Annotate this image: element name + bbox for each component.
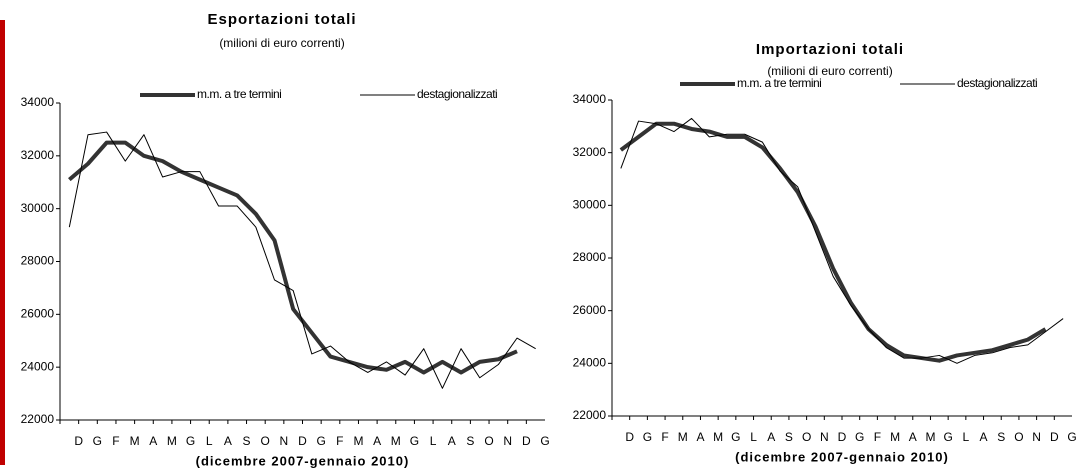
legend-label: destagionalizzati: [417, 87, 497, 101]
x-tick-label: M: [167, 434, 177, 448]
y-tick-label: 34000: [573, 92, 607, 106]
x-tick-label: L: [750, 430, 757, 444]
x-tick-label: A: [696, 430, 704, 444]
chart-subtitle: (milioni di euro correnti): [219, 36, 344, 50]
x-tick-label: G: [93, 434, 102, 448]
x-tick-label: G: [1067, 430, 1076, 444]
series-line: [619, 121, 1047, 363]
x-tick-label: D: [625, 430, 634, 444]
y-tick-label: 28000: [21, 254, 55, 268]
x-tick-label: G: [186, 434, 195, 448]
x-tick-label: O: [1014, 430, 1023, 444]
legend-label: destagionalizzati: [957, 76, 1037, 90]
x-tick-label: F: [336, 434, 343, 448]
x-tick-label: G: [410, 434, 419, 448]
x-tick-label: N: [503, 434, 512, 448]
chart-title: Esportazioni totali: [207, 11, 356, 28]
x-tick-label: O: [261, 434, 270, 448]
y-tick-label: 32000: [573, 145, 607, 159]
y-tick-label: 22000: [21, 412, 55, 426]
x-tick-label: S: [243, 434, 251, 448]
x-tick-label: G: [643, 430, 652, 444]
legend-label: m.m. a tre termini: [197, 87, 281, 101]
series-line: [68, 131, 536, 389]
x-tick-label: D: [522, 434, 531, 448]
x-tick-label: G: [855, 430, 864, 444]
x-tick-label: A: [767, 430, 775, 444]
chart-subtitle: (milioni di euro correnti): [767, 64, 892, 78]
x-tick-label: A: [149, 434, 157, 448]
x-tick-label: A: [373, 434, 381, 448]
x-tick-label: A: [909, 430, 917, 444]
side-bar: [0, 20, 5, 465]
y-tick-label: 24000: [21, 359, 55, 373]
x-tick-label: G: [316, 434, 325, 448]
x-tick-label: F: [112, 434, 119, 448]
x-tick-label: D: [298, 434, 307, 448]
x-tick-label: F: [661, 430, 668, 444]
x-tick-label: G: [540, 434, 549, 448]
x-tick-label: M: [678, 430, 688, 444]
y-tick-label: 26000: [21, 307, 55, 321]
x-axis-label: (dicembre 2007-gennaio 2010): [735, 449, 949, 464]
x-tick-label: L: [963, 430, 970, 444]
x-tick-label: A: [224, 434, 232, 448]
y-tick-label: 24000: [573, 356, 607, 370]
legend-label: m.m. a tre termini: [737, 76, 821, 90]
x-tick-label: G: [943, 430, 952, 444]
y-tick-label: 30000: [21, 201, 55, 215]
y-tick-label: 34000: [21, 95, 55, 109]
x-tick-label: S: [997, 430, 1005, 444]
x-tick-label: D: [838, 430, 847, 444]
x-tick-label: M: [130, 434, 140, 448]
series-line: [620, 117, 1064, 364]
chart-title: Importazioni totali: [756, 41, 904, 58]
x-axis-label: (dicembre 2007-gennaio 2010): [196, 453, 410, 468]
x-tick-label: N: [1032, 430, 1041, 444]
x-tick-label: M: [890, 430, 900, 444]
x-tick-label: M: [925, 430, 935, 444]
y-tick-label: 32000: [21, 148, 55, 162]
x-tick-label: D: [1050, 430, 1059, 444]
x-tick-label: M: [713, 430, 723, 444]
x-tick-label: D: [74, 434, 83, 448]
x-tick-label: L: [430, 434, 437, 448]
x-tick-label: M: [391, 434, 401, 448]
x-tick-label: F: [874, 430, 881, 444]
y-tick-label: 30000: [573, 198, 607, 212]
series-line: [68, 140, 518, 375]
x-tick-label: A: [448, 434, 456, 448]
y-tick-label: 26000: [573, 303, 607, 317]
x-tick-label: G: [731, 430, 740, 444]
y-tick-label: 28000: [573, 250, 607, 264]
x-tick-label: O: [802, 430, 811, 444]
y-tick-label: 22000: [573, 408, 607, 422]
x-tick-label: M: [353, 434, 363, 448]
x-tick-label: N: [820, 430, 829, 444]
x-tick-label: L: [206, 434, 213, 448]
x-tick-label: A: [980, 430, 988, 444]
x-tick-label: N: [280, 434, 289, 448]
x-tick-label: S: [785, 430, 793, 444]
x-tick-label: O: [484, 434, 493, 448]
x-tick-label: S: [466, 434, 474, 448]
